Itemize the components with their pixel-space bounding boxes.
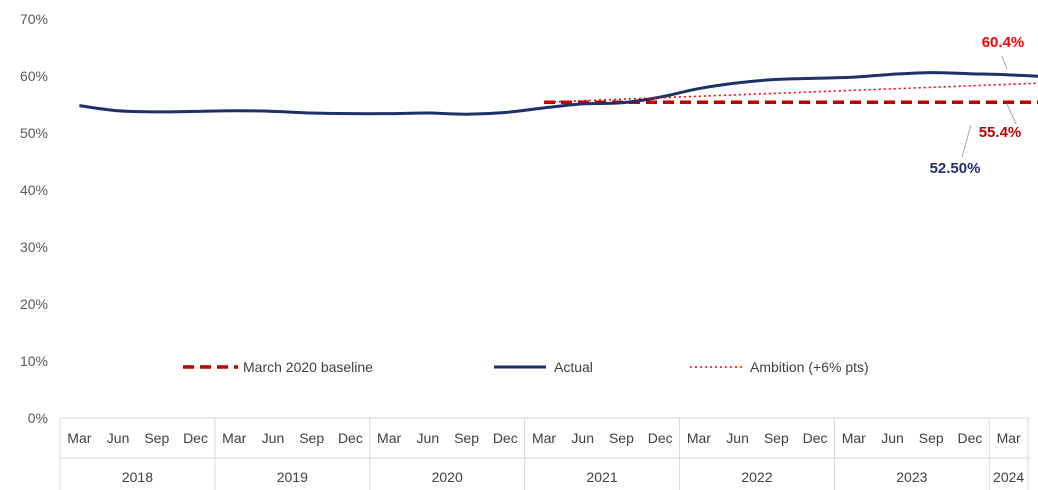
x-year-label: 2020 bbox=[432, 469, 463, 485]
series-layer bbox=[79, 71, 1038, 116]
x-tick-label: Dec bbox=[957, 430, 982, 446]
x-tick-label: Dec bbox=[648, 430, 673, 446]
x-year-label: 2023 bbox=[896, 469, 927, 485]
y-tick-label: 40% bbox=[20, 182, 48, 198]
x-tick-label: Mar bbox=[842, 430, 866, 446]
y-tick-label: 70% bbox=[20, 11, 48, 27]
x-tick-label: Sep bbox=[919, 430, 944, 446]
y-tick-label: 60% bbox=[20, 68, 48, 84]
x-tick-label: Dec bbox=[338, 430, 363, 446]
x-tick-label: Dec bbox=[493, 430, 518, 446]
annotations: 60.4% 55.4% 52.50% bbox=[930, 34, 1025, 177]
x-tick-label: Jun bbox=[417, 430, 440, 446]
x-tick-label: Jun bbox=[107, 430, 130, 446]
series-actual-line bbox=[79, 71, 1038, 116]
y-tick-label: 50% bbox=[20, 125, 48, 141]
x-tick-label: Mar bbox=[67, 430, 91, 446]
legend-label: Ambition (+6% pts) bbox=[750, 359, 869, 375]
legend-label: Actual bbox=[554, 359, 593, 375]
legend-label: March 2020 baseline bbox=[243, 359, 373, 375]
x-year-label: 2019 bbox=[277, 469, 308, 485]
x-tick-label: Jun bbox=[881, 430, 904, 446]
x-tick-label: Jun bbox=[571, 430, 594, 446]
x-tick-label: Jun bbox=[262, 430, 285, 446]
x-tick-label: Sep bbox=[299, 430, 324, 446]
x-tick-label: Mar bbox=[687, 430, 711, 446]
legend: March 2020 baseline Actual Ambition (+6% p… bbox=[183, 359, 869, 375]
data-label: 60.4% bbox=[982, 34, 1025, 51]
x-tick-label: Sep bbox=[609, 430, 634, 446]
x-tick-label: Mar bbox=[377, 430, 401, 446]
y-axis: 0% 10% 20% 30% 40% 50% 60% 70% bbox=[20, 11, 48, 426]
data-label: 55.4% bbox=[979, 124, 1022, 141]
x-year-label: 2024 bbox=[993, 469, 1024, 485]
annotation-leader-line bbox=[1006, 103, 1017, 125]
annotation-leader-line bbox=[961, 124, 972, 158]
y-tick-label: 0% bbox=[28, 410, 48, 426]
x-tick-label: Sep bbox=[454, 430, 479, 446]
x-year-label: 2022 bbox=[741, 469, 772, 485]
x-tick-label: Dec bbox=[803, 430, 828, 446]
data-label: 52.50% bbox=[930, 160, 981, 177]
x-tick-label: Mar bbox=[222, 430, 246, 446]
x-tick-label: Mar bbox=[997, 430, 1021, 446]
x-year-label: 2018 bbox=[122, 469, 153, 485]
x-year-label: 2021 bbox=[587, 469, 618, 485]
x-tick-label: Dec bbox=[183, 430, 208, 446]
x-tick-label: Jun bbox=[726, 430, 749, 446]
annotation-leader-line bbox=[1001, 55, 1008, 70]
x-tick-label: Sep bbox=[144, 430, 169, 446]
x-tick-label: Sep bbox=[764, 430, 789, 446]
y-tick-label: 20% bbox=[20, 296, 48, 312]
y-tick-label: 30% bbox=[20, 239, 48, 255]
y-tick-label: 10% bbox=[20, 353, 48, 369]
x-axis: Mar Jun Sep Dec 2018 Mar Jun Sep Dec 2019 Mar Jun Se… bbox=[59, 417, 1030, 490]
x-tick-label: Mar bbox=[532, 430, 556, 446]
series-ambition-line bbox=[543, 82, 1038, 104]
